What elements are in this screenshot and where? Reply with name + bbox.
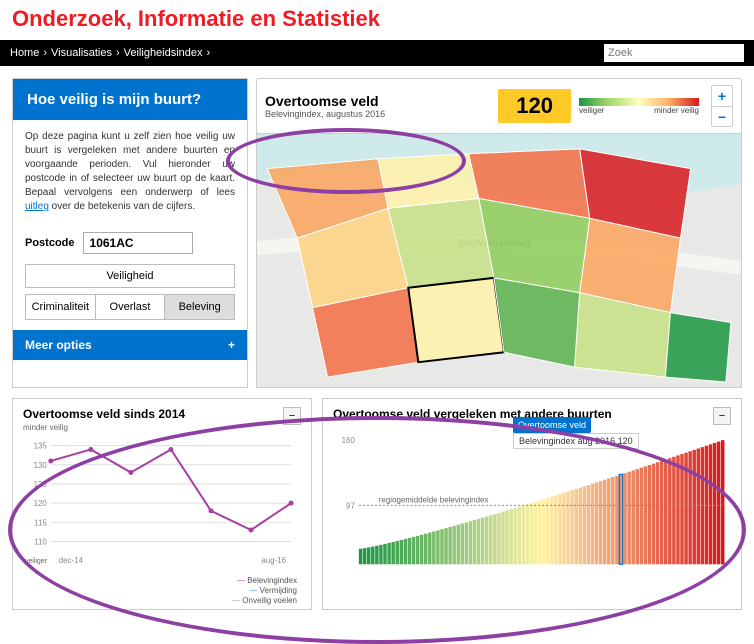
- svg-text:regiogemiddelde belevingindex: regiogemiddelde belevingindex: [379, 495, 489, 504]
- svg-text:130: 130: [34, 461, 48, 470]
- svg-text:120: 120: [34, 499, 48, 508]
- svg-text:dec-14: dec-14: [59, 556, 84, 565]
- svg-text:115: 115: [34, 518, 47, 527]
- zoom-out-button[interactable]: −: [712, 106, 732, 126]
- postcode-label: Postcode: [25, 237, 75, 249]
- chart-tooltip: Overtoomse veld: [513, 417, 591, 433]
- collapse-button[interactable]: −: [283, 407, 301, 425]
- search-input[interactable]: [604, 44, 744, 62]
- collapse-button[interactable]: −: [713, 407, 731, 425]
- breadcrumb-item[interactable]: Visualisaties: [51, 47, 112, 59]
- sidebar-title: Hoe veilig is mijn buurt?: [13, 79, 247, 120]
- postcode-input[interactable]: [83, 232, 193, 254]
- region-subtitle: Belevingindex, augustus 2016: [265, 109, 490, 119]
- tab-beleving[interactable]: Beleving: [165, 294, 235, 320]
- breadcrumb-item[interactable]: Home: [10, 47, 39, 59]
- region-name: Overtoomse veld: [265, 93, 490, 109]
- svg-text:veiliger: veiliger: [25, 558, 48, 565]
- svg-text:110: 110: [34, 537, 47, 546]
- zoom-in-button[interactable]: +: [712, 86, 732, 106]
- svg-text:aug-16: aug-16: [261, 556, 286, 565]
- svg-text:135: 135: [34, 442, 48, 451]
- sidebar: Hoe veilig is mijn buurt? Op deze pagina…: [12, 78, 248, 388]
- svg-text:97: 97: [346, 501, 355, 510]
- line-chart-card: Overtoomse veld sinds 2014 minder veilig…: [12, 398, 312, 610]
- main-panel: Hoe veilig is mijn buurt? Op deze pagina…: [0, 66, 754, 622]
- info-card: Overtoomse veld Belevingindex, augustus …: [256, 78, 742, 134]
- subject-button[interactable]: Veiligheid: [25, 264, 235, 288]
- breadcrumb: Home› Visualisaties› Veiligheidsindex›: [0, 40, 754, 66]
- bar-chart-card: Overtoomse veld vergeleken met andere bu…: [322, 398, 742, 610]
- plus-icon: +: [228, 338, 235, 352]
- map-legend: veiliger minder veilig: [579, 98, 699, 115]
- page-title: Onderzoek, Informatie en Statistiek: [0, 0, 754, 40]
- line-chart-ylabel-top: minder veilig: [23, 423, 185, 432]
- svg-text:125: 125: [34, 480, 48, 489]
- uitleg-link[interactable]: uitleg: [25, 201, 49, 212]
- line-chart-legend: Belevingindex Vermijding Onveilig voelen: [23, 576, 301, 605]
- tab-overlast[interactable]: Overlast: [96, 294, 166, 320]
- breadcrumb-item[interactable]: Veiligheidsindex: [124, 47, 203, 59]
- zoom-controls: + −: [711, 85, 733, 127]
- score-badge: 120: [498, 89, 571, 123]
- more-options-toggle[interactable]: Meer opties +: [13, 330, 247, 360]
- line-chart-title: Overtoomse veld sinds 2014: [23, 407, 185, 421]
- svg-text:160: 160: [342, 436, 356, 445]
- chart-tooltip-line: Belevingindex aug 2016 120: [513, 433, 639, 449]
- tab-criminaliteit[interactable]: Criminaliteit: [25, 294, 96, 320]
- map[interactable]: [A5]Westrandweg: [256, 128, 742, 388]
- sidebar-description: Op deze pagina kunt u zelf zien hoe veil…: [13, 120, 247, 224]
